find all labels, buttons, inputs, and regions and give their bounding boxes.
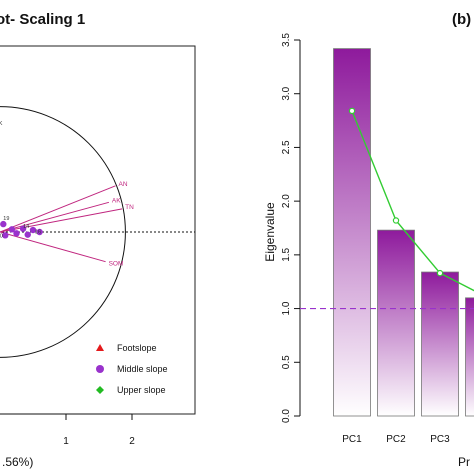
correlation-circle [0, 106, 126, 358]
eigenvalue-bar [377, 229, 415, 417]
loading-vector [0, 201, 110, 233]
category-label: PC3 [430, 434, 450, 445]
site-label: 16 [35, 229, 41, 235]
site-label: 10 [0, 233, 3, 239]
eigenvalue-line [351, 110, 474, 292]
scree-panel: (b) 0.00.51.01.52.02.53.03.5PC1PC2PC3PC4… [263, 11, 474, 469]
y-tick-label: 1.0 [281, 301, 292, 315]
biplot-legend: Footslope Middle slope Upper slope [96, 343, 168, 395]
scree-y-axis-label: Eigenvalue [263, 202, 277, 262]
loading-vector [0, 208, 123, 233]
loading-vector-label: AK [112, 197, 121, 204]
category-label: PC2 [386, 434, 406, 445]
legend-circle-marker [96, 365, 104, 373]
y-tick-label: 3.0 [281, 86, 292, 100]
middle-slope-point [13, 230, 20, 237]
eigenvalue-bar [421, 271, 459, 417]
eigenvalue-line-point [348, 107, 356, 115]
loading-vector-label: SOM [109, 261, 124, 268]
legend-label: Upper slope [117, 385, 166, 395]
legend-diamond-marker [96, 386, 104, 394]
y-tick-label: 2.5 [281, 140, 292, 154]
middle-slope-point [36, 228, 43, 236]
x-tick-label: 1 [63, 436, 69, 447]
legend-label: Middle slope [117, 364, 168, 374]
y-tick-label: 2.0 [281, 194, 292, 208]
middle-slope-point [2, 232, 9, 239]
eigenvalue-bar [465, 297, 474, 417]
category-label: PC1 [342, 434, 362, 445]
middle-slope-point [29, 226, 37, 234]
y-tick-label: 1.5 [281, 247, 292, 261]
y-tick-label: 0.0 [281, 409, 292, 423]
biplot-plot-frame [0, 45, 196, 415]
biplot-x-axis-label: .56%) [2, 455, 33, 469]
biplot-title: ot- Scaling 1 [0, 11, 85, 28]
middle-slope-point [8, 226, 16, 233]
middle-slope-point [19, 225, 27, 232]
loading-vector [0, 231, 106, 263]
site-label: 14 [23, 224, 29, 230]
loading-vector-label: TN [125, 204, 134, 211]
eigenvalue-line-point [392, 217, 400, 224]
legend-label: Footslope [117, 343, 157, 353]
legend-triangle-marker [96, 344, 104, 351]
site-label: 19 [3, 216, 9, 222]
site-label: K [0, 121, 3, 127]
loading-vector-label: AN [119, 181, 128, 188]
loading-vector [0, 185, 116, 233]
scree-x-axis-label: Pr [458, 455, 470, 469]
eigenvalue-line-point [436, 269, 444, 277]
y-tick-label: 3.5 [281, 33, 292, 47]
eigenvalue-bar [333, 48, 371, 417]
middle-slope-point [0, 220, 7, 228]
scree-panel-label: (b) [452, 11, 471, 28]
biplot-panel: ot- Scaling 1 ANAKTNSOM1914161062K8 12 .… [0, 11, 196, 469]
y-tick-label: 0.5 [281, 355, 292, 369]
middle-slope-point [24, 231, 31, 238]
x-tick-label: 2 [129, 436, 135, 447]
